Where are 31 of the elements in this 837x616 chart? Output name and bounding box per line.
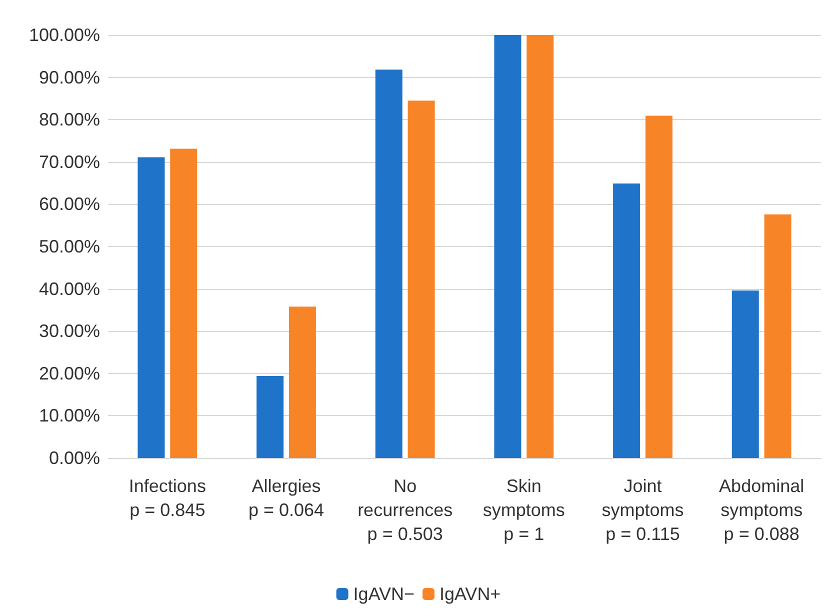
y-tick-label: 100.00% (28, 25, 100, 45)
bar (170, 148, 198, 458)
bar (375, 70, 402, 458)
bar (138, 157, 165, 458)
y-tick-label: 0.00% (48, 448, 100, 468)
y-tick-label: 70.00% (38, 152, 100, 172)
bar (526, 35, 554, 458)
bar (494, 35, 522, 458)
bar (256, 376, 284, 458)
y-tick-label: 80.00% (38, 110, 100, 130)
bar (764, 214, 792, 458)
y-tick-label: 50.00% (38, 236, 100, 256)
x-tick-label: Allergies p = 0.064 (248, 476, 324, 520)
y-tick-label: 20.00% (38, 363, 100, 384)
x-tick-label: Joint symptoms p = 0.115 (602, 476, 684, 544)
bar (645, 116, 672, 458)
y-tick-label: 60.00% (38, 194, 100, 214)
y-tick-label: 30.00% (38, 321, 100, 342)
y-tick-label: 40.00% (38, 278, 100, 299)
bar (732, 290, 759, 458)
x-tick-label: Skin symptoms p = 1 (482, 476, 565, 544)
bar (288, 306, 316, 458)
bar (613, 183, 640, 458)
x-tick-label: Infections p = 0.845 (128, 476, 206, 520)
y-tick-label: 90.00% (38, 67, 100, 88)
x-tick-label: Abdominal symptoms p = 0.088 (719, 476, 804, 544)
legend-label: IgAVN− (353, 584, 415, 604)
bar (408, 100, 435, 458)
legend-label: IgAVN+ (440, 584, 501, 604)
y-tick-label: 10.00% (38, 406, 100, 426)
x-tick-label: No recurrences p = 0.503 (358, 476, 453, 544)
